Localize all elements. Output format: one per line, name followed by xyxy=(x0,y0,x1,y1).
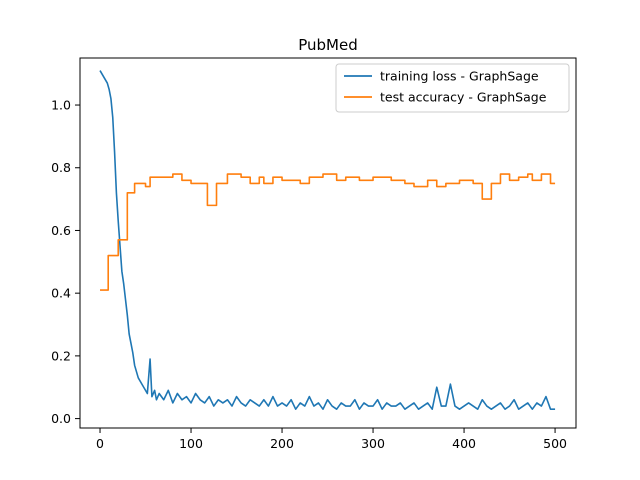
chart-title: PubMed xyxy=(298,36,358,54)
plot-frame xyxy=(79,57,577,429)
x-axis-ticks: 0 100 200 300 400 500 xyxy=(96,428,567,451)
x-tick-label: 0 xyxy=(96,436,104,451)
x-tick-label: 300 xyxy=(361,436,385,451)
series-line-test-accuracy xyxy=(100,173,556,291)
x-tick-label: 200 xyxy=(270,436,294,451)
y-tick-label: 0.8 xyxy=(51,160,71,175)
y-axis-ticks: 0.0 0.2 0.4 0.6 0.8 1.0 xyxy=(51,98,80,426)
y-tick-label: 0.6 xyxy=(51,223,71,238)
legend-label: training loss - GraphSage xyxy=(380,69,539,84)
y-tick-label: 0.4 xyxy=(51,286,71,301)
y-tick-label: 1.0 xyxy=(51,98,71,113)
x-tick-label: 400 xyxy=(452,436,476,451)
x-tick-label: 500 xyxy=(543,436,567,451)
legend: training loss - GraphSage test accuracy -… xyxy=(335,63,570,113)
legend-box xyxy=(335,63,570,113)
y-tick-label: 0.2 xyxy=(51,348,71,363)
legend-label: test accuracy - GraphSage xyxy=(380,90,547,105)
y-tick-label: 0.0 xyxy=(51,411,71,426)
x-tick-label: 100 xyxy=(179,436,203,451)
series-line-training-loss xyxy=(99,70,556,410)
plot-layer xyxy=(99,70,556,410)
